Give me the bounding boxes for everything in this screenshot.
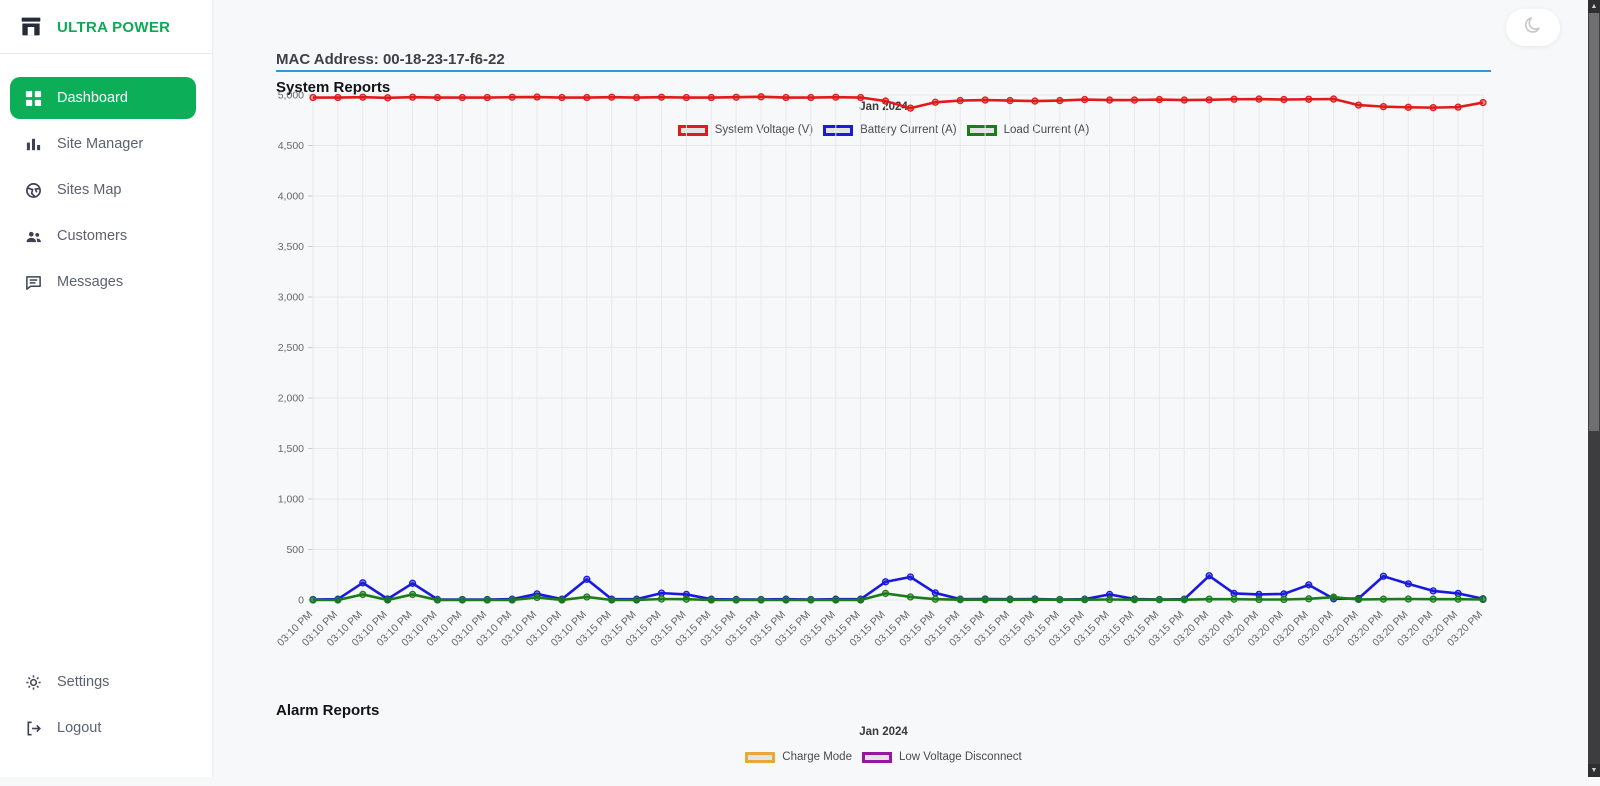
- sidebar: ULTRA POWER Dashboard Site Manager: [0, 0, 213, 777]
- legend-label: Charge Mode: [782, 751, 852, 763]
- alarm-reports-chart: Jan 2024 Charge Mode Low Voltage Disconn…: [276, 726, 1491, 786]
- svg-text:1,500: 1,500: [278, 443, 304, 455]
- chart-title: Jan 2024: [859, 726, 908, 738]
- scroll-down-arrow-icon[interactable]: ▼: [1588, 764, 1600, 777]
- grid-lines: [308, 94, 1484, 601]
- sidebar-item-messages[interactable]: Messages: [10, 261, 196, 303]
- sidebar-item-label: Site Manager: [57, 136, 144, 152]
- sidebar-item-sites-map[interactable]: Sites Map: [10, 169, 196, 211]
- legend-swatch: [823, 124, 854, 136]
- series-load-current-a-: [309, 589, 1487, 604]
- moon-icon: [1522, 14, 1544, 41]
- legend-swatch: [861, 751, 892, 763]
- legend-item-load-current[interactable]: Load Current (A): [966, 124, 1090, 136]
- legend-label: Battery Current (A): [860, 124, 957, 136]
- system-chart-plot: 0 500 1,000 1,500 2,000 2,500 3,000 3,500 4,000 4…: [276, 90, 1487, 649]
- legend-swatch: [966, 124, 997, 136]
- sidebar-nav: Dashboard Site Manager Sites Map: [0, 54, 212, 303]
- chart-legend: System Voltage (V) Battery Current (A) L…: [276, 124, 1491, 136]
- legend-item-low-voltage-disconnect[interactable]: Low Voltage Disconnect: [861, 751, 1022, 763]
- svg-text:4,000: 4,000: [278, 191, 304, 203]
- alarm-reports-heading: Alarm Reports: [276, 702, 380, 719]
- sidebar-item-settings[interactable]: Settings: [10, 661, 196, 703]
- scrollbar-thumb[interactable]: [1589, 13, 1599, 431]
- chart-legend: Charge Mode Low Voltage Disconnect: [276, 751, 1491, 763]
- message-icon: [24, 273, 43, 292]
- sidebar-footer: Settings Logout: [0, 659, 212, 753]
- legend-item-battery-current[interactable]: Battery Current (A): [823, 124, 957, 136]
- system-reports-chart: Jan 2024 System Voltage (V) Battery Curr…: [276, 90, 1491, 713]
- gear-icon: [24, 673, 43, 692]
- sidebar-item-label: Sites Map: [57, 182, 122, 198]
- svg-text:2,500: 2,500: [278, 342, 304, 354]
- sidebar-item-dashboard[interactable]: Dashboard: [10, 77, 196, 119]
- sidebar-item-label: Logout: [57, 720, 102, 736]
- globe-icon: [24, 181, 43, 200]
- sidebar-divider: [0, 53, 212, 54]
- legend-label: System Voltage (V): [714, 124, 814, 136]
- scroll-up-arrow-icon[interactable]: ▲: [1588, 0, 1600, 13]
- blue-divider: [276, 70, 1491, 72]
- sidebar-item-label: Dashboard: [57, 90, 128, 106]
- store-logo-icon: [17, 13, 45, 41]
- legend-swatch: [677, 124, 708, 136]
- svg-text:500: 500: [286, 544, 304, 556]
- legend-item-system-voltage[interactable]: System Voltage (V): [677, 124, 814, 136]
- svg-text:0: 0: [298, 595, 304, 607]
- svg-text:2,000: 2,000: [278, 393, 304, 405]
- brand-name: ULTRA POWER: [57, 18, 171, 36]
- logout-icon: [24, 719, 43, 738]
- legend-swatch: [745, 751, 776, 763]
- legend-label: Low Voltage Disconnect: [898, 751, 1022, 763]
- legend-label: Load Current (A): [1003, 124, 1090, 136]
- sidebar-item-label: Customers: [57, 228, 128, 244]
- sidebar-item-logout[interactable]: Logout: [10, 707, 196, 749]
- people-icon: [24, 227, 43, 246]
- brand: ULTRA POWER: [0, 0, 212, 53]
- vertical-scrollbar[interactable]: ▲ ▼: [1588, 0, 1600, 777]
- svg-text:3,000: 3,000: [278, 292, 304, 304]
- svg-text:1,000: 1,000: [278, 494, 304, 506]
- sidebar-item-site-manager[interactable]: Site Manager: [10, 123, 196, 165]
- dark-mode-toggle-button[interactable]: [1506, 9, 1560, 46]
- main-content: MAC Address: 00-18-23-17-f6-22 System Re…: [213, 0, 1600, 777]
- sidebar-item-label: Messages: [57, 274, 124, 290]
- legend-item-charge-mode[interactable]: Charge Mode: [745, 751, 852, 763]
- dashboard-grid-icon: [24, 89, 43, 108]
- mac-address-heading: MAC Address: 00-18-23-17-f6-22: [276, 51, 505, 68]
- svg-text:3,500: 3,500: [278, 241, 304, 253]
- sidebar-item-customers[interactable]: Customers: [10, 215, 196, 257]
- axis-tick-labels: 0 500 1,000 1,500 2,000 2,500 3,000 3,500 4,000 4…: [276, 90, 1485, 649]
- svg-text:4,500: 4,500: [278, 140, 304, 152]
- svg-text:5,000: 5,000: [278, 90, 304, 102]
- series-system-voltage-v-: [309, 93, 1487, 112]
- sidebar-item-label: Settings: [57, 674, 110, 690]
- system-reports-heading: System Reports: [276, 79, 391, 96]
- bar-chart-icon: [24, 135, 43, 154]
